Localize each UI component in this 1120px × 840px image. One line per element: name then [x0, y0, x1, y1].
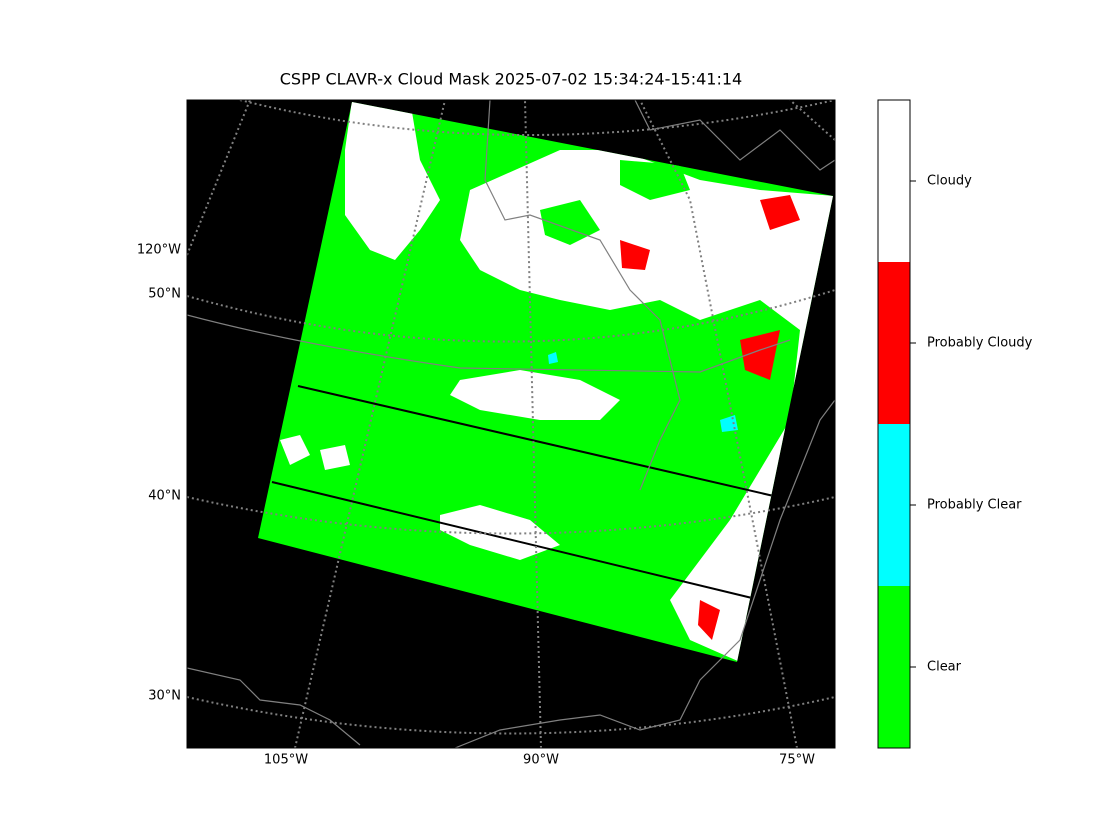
colorbar-frame	[877, 99, 911, 749]
map	[187, 100, 835, 748]
lat-label: 30°N	[148, 689, 181, 704]
colorbar: Clear Probably Clear Probably Cloudy Cloudy	[878, 100, 1033, 748]
colorbar-label: Probably Clear	[927, 498, 1022, 513]
coastlines	[187, 100, 835, 748]
lon-label: 105°W	[264, 753, 308, 768]
colorbar-label: Probably Cloudy	[927, 336, 1033, 351]
lat-label: 50°N	[148, 287, 181, 302]
colorbar-segment	[878, 262, 910, 424]
colorbar-segment	[878, 586, 910, 748]
colorbar-segment	[878, 100, 910, 262]
lat-label: 40°N	[148, 489, 181, 504]
colorbar-label: Cloudy	[927, 174, 972, 189]
graticule	[187, 100, 835, 748]
title: CSPP CLAVR-x Cloud Mask 2025-07-02 15:34…	[280, 70, 742, 89]
lon-label: 75°W	[779, 753, 815, 768]
lat-label: 120°W	[137, 243, 181, 258]
colorbar-segment	[878, 424, 910, 586]
map-frame	[186, 99, 836, 749]
colorbar-label: Clear	[927, 660, 962, 675]
lon-label: 90°W	[523, 753, 559, 768]
